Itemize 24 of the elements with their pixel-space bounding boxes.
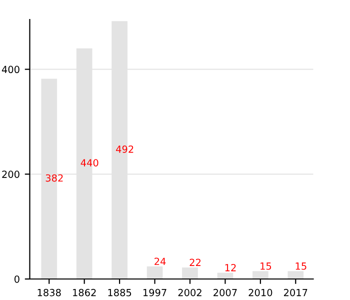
x-tick-label: 2002 bbox=[178, 288, 202, 296]
x-tick-label: 2010 bbox=[248, 288, 272, 296]
bar bbox=[217, 272, 234, 279]
data-label: 22 bbox=[190, 258, 200, 266]
x-tick-label: 2017 bbox=[284, 288, 308, 296]
data-label: 440 bbox=[80, 159, 98, 166]
data-label: 15 bbox=[296, 262, 306, 270]
x-tick-label: 1838 bbox=[38, 288, 61, 296]
data-label: 382 bbox=[46, 174, 63, 182]
bar bbox=[288, 271, 304, 279]
y-tick-label: 200 bbox=[2, 170, 20, 178]
data-label: 12 bbox=[225, 264, 236, 272]
y-tick-label: 400 bbox=[2, 66, 20, 74]
data-label: 15 bbox=[260, 262, 272, 270]
bar bbox=[252, 271, 268, 279]
data-label: 24 bbox=[154, 258, 166, 265]
bar bbox=[182, 267, 198, 279]
x-tick-label: 1885 bbox=[108, 288, 132, 296]
x-tick-label: 2007 bbox=[214, 288, 237, 296]
x-tick-label: 1997 bbox=[143, 288, 166, 296]
x-tick-label: 1862 bbox=[73, 288, 96, 296]
y-tick-label: 0 bbox=[14, 275, 20, 283]
data-label: 492 bbox=[116, 146, 134, 153]
bar bbox=[146, 266, 163, 279]
